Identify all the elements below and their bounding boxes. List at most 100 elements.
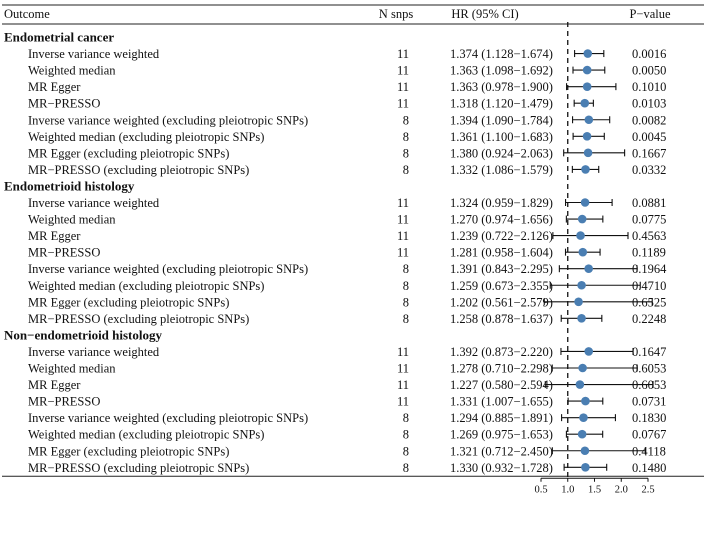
- hr-point: [584, 115, 594, 125]
- hr-point: [580, 198, 590, 207]
- hr-ci-value: 1.392 (0.873−2.220): [450, 345, 553, 359]
- p-value: 0.0045: [632, 130, 666, 144]
- table-body: Endometrial cancer Inverse variance weigh…: [4, 30, 667, 475]
- n-snps-value: 11: [397, 196, 409, 210]
- p-value: 0.0332: [632, 163, 666, 177]
- hr-point: [578, 247, 588, 257]
- method-label: MR−PRESSO (excluding pleiotropic SNPs): [28, 461, 249, 475]
- method-label: Weighted median (excluding pleiotropic S…: [28, 279, 264, 293]
- hr-point: [580, 98, 590, 108]
- group-title: Endometrial cancer: [4, 30, 114, 45]
- n-snps-value: 8: [403, 428, 409, 442]
- table-row: Inverse variance weighted 11 1.392 (0.873−…: [28, 345, 666, 359]
- hr-point: [577, 280, 586, 290]
- method-label: MR−PRESSO (excluding pleiotropic SNPs): [28, 163, 249, 177]
- hr-ci-value: 1.324 (0.959−1.829): [450, 196, 553, 210]
- hr-ci-value: 1.363 (1.098−1.692): [450, 64, 553, 78]
- hr-ci-value: 1.202 (0.561−2.579): [450, 295, 553, 309]
- x-tick-label: 2.0: [615, 484, 628, 495]
- n-snps-value: 8: [403, 163, 409, 177]
- table-row: MR Egger 11 1.239 (0.722−2.126) 0.4563: [28, 229, 666, 243]
- table-row: Weighted median (excluding pleiotropic S…: [28, 130, 666, 144]
- method-label: Weighted median (excluding pleiotropic S…: [28, 428, 264, 442]
- hr-point: [577, 314, 586, 323]
- x-axis: 0.5 1.0 1.5 2.0 2.5: [534, 477, 655, 495]
- method-label: Inverse variance weighted (excluding ple…: [28, 411, 308, 425]
- hr-ci-value: 1.331 (1.007−1.655): [450, 395, 553, 409]
- table-row: MR−PRESSO 11 1.281 (0.958−1.604) 0.1189: [28, 246, 666, 260]
- hr-point: [584, 347, 594, 356]
- hr-point: [579, 413, 588, 422]
- hr-point: [582, 132, 592, 141]
- table-header: Outcome N snps HR (95% CI) P−value: [2, 4, 704, 25]
- hr-ci-value: 1.259 (0.673−2.355): [450, 279, 553, 293]
- header-pvalue: P−value: [629, 7, 671, 21]
- table-row: Weighted median (excluding pleiotropic S…: [28, 279, 666, 293]
- n-snps-value: 8: [403, 146, 409, 160]
- hr-ci-value: 1.374 (1.128−1.674): [450, 47, 553, 61]
- header-outcome: Outcome: [4, 7, 50, 21]
- p-value: 0.1830: [632, 411, 666, 425]
- method-label: MR Egger (excluding pleiotropic SNPs): [28, 295, 229, 309]
- p-value: 0.6053: [632, 362, 666, 376]
- n-snps-value: 8: [403, 113, 409, 127]
- table-row: Inverse variance weighted (excluding ple…: [28, 411, 666, 425]
- method-label: Inverse variance weighted (excluding ple…: [28, 262, 308, 276]
- hr-point: [580, 446, 590, 456]
- n-snps-value: 11: [397, 395, 409, 409]
- method-label: Inverse variance weighted: [28, 345, 160, 359]
- method-label: Weighted median (excluding pleiotropic S…: [28, 130, 264, 144]
- hr-point: [577, 214, 587, 224]
- p-value: 0.4118: [632, 444, 666, 458]
- hr-point: [577, 429, 587, 439]
- hr-ci-value: 1.332 (1.086−1.579): [450, 163, 553, 177]
- table-row: Inverse variance weighted (excluding ple…: [28, 262, 667, 276]
- n-snps-value: 8: [403, 130, 409, 144]
- method-label: MR Egger: [28, 378, 81, 392]
- n-snps-value: 11: [397, 64, 409, 78]
- n-snps-value: 11: [397, 47, 409, 61]
- hr-ci-value: 1.318 (1.120−1.479): [450, 97, 553, 111]
- method-label: MR Egger (excluding pleiotropic SNPs): [28, 146, 229, 160]
- table-row: Weighted median 11 1.270 (0.974−1.656) 0.07…: [28, 213, 666, 227]
- p-value: 0.1647: [632, 345, 666, 359]
- table-row: Weighted median 11 1.278 (0.710−2.298) 0.60…: [28, 362, 666, 376]
- x-tick-label: 1.0: [561, 484, 574, 495]
- hr-ci-value: 1.270 (0.974−1.656): [450, 213, 553, 227]
- table-row: MR−PRESSO 11 1.318 (1.120−1.479) 0.0103: [28, 97, 666, 111]
- method-label: MR Egger: [28, 80, 81, 94]
- hr-point: [584, 264, 593, 274]
- table-row: MR−PRESSO (excluding pleiotropic SNPs) 8 1…: [28, 312, 666, 326]
- p-value: 0.1964: [632, 262, 667, 276]
- hr-point: [581, 165, 590, 174]
- table-row: Weighted median 11 1.363 (1.098−1.692) 0.00…: [28, 64, 666, 78]
- method-label: MR Egger: [28, 229, 81, 243]
- n-snps-value: 8: [403, 444, 409, 458]
- p-value: 0.0050: [632, 64, 666, 78]
- x-tick-label: 2.5: [641, 484, 654, 495]
- hr-point: [581, 463, 590, 472]
- hr-point: [583, 49, 593, 58]
- hr-ci-value: 1.394 (1.090−1.784): [450, 113, 553, 127]
- hr-ci-value: 1.361 (1.100−1.683): [450, 130, 553, 144]
- method-label: MR Egger (excluding pleiotropic SNPs): [28, 444, 229, 458]
- table-row: MR Egger 11 1.363 (0.978−1.900) 0.1010: [28, 80, 666, 94]
- n-snps-value: 11: [397, 213, 409, 227]
- group-title: Endometrioid histology: [4, 178, 135, 193]
- hr-point: [581, 396, 590, 406]
- n-snps-value: 11: [397, 229, 409, 243]
- n-snps-value: 11: [397, 80, 409, 94]
- hr-ci-value: 1.294 (0.885−1.891): [450, 411, 553, 425]
- method-label: Weighted median: [28, 64, 116, 78]
- p-value: 0.0103: [632, 97, 666, 111]
- n-snps-value: 8: [403, 262, 409, 276]
- method-label: Weighted median: [28, 213, 116, 227]
- p-value: 0.0881: [632, 196, 666, 210]
- hr-point: [574, 297, 583, 307]
- n-snps-value: 11: [397, 246, 409, 260]
- hr-point: [582, 65, 592, 75]
- p-value: 0.0082: [632, 113, 666, 127]
- n-snps-value: 8: [403, 411, 409, 425]
- table-row: MR Egger (excluding pleiotropic SNPs) 8 1.…: [28, 444, 666, 458]
